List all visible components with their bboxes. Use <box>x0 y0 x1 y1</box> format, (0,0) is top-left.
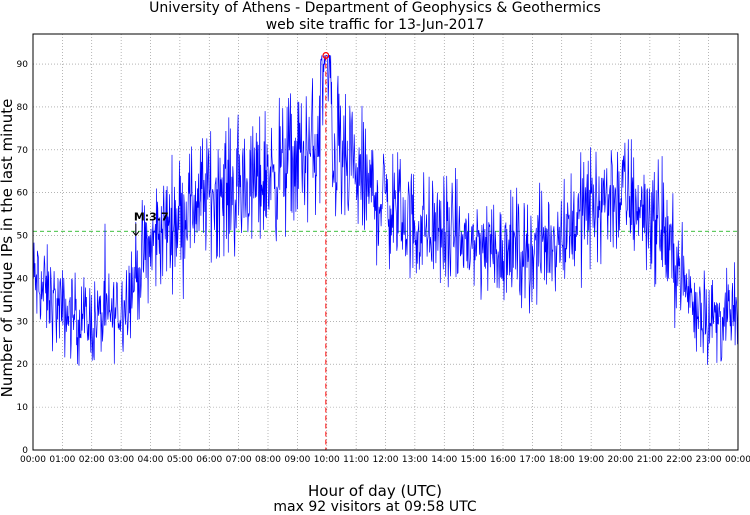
x-tick-label: 12:00 <box>373 455 399 465</box>
y-tick-label: 60 <box>17 189 29 199</box>
y-tick-label: 30 <box>17 317 29 327</box>
x-tick-label: 16:00 <box>490 455 516 465</box>
x-tick-label: 13:00 <box>402 455 428 465</box>
y-tick-label: 10 <box>17 403 29 413</box>
x-tick-label: 07:00 <box>226 455 252 465</box>
x-tick-label: 23:00 <box>696 455 722 465</box>
y-tick-label: 50 <box>17 232 29 242</box>
x-tick-label: 09:00 <box>284 455 310 465</box>
x-tick-label: 17:00 <box>519 455 545 465</box>
x-tick-labels: 00:00 01:00 02:00 03:00 04:00 05:00 06:00 07:00… <box>20 455 750 465</box>
x-tick-label: 10:00 <box>314 455 340 465</box>
x-tick-label: 01:00 <box>49 455 75 465</box>
y-tick-label: 90 <box>17 60 29 70</box>
chart-subtitle: web site traffic for 13-Jun-2017 <box>265 17 485 33</box>
y-tick-label: 20 <box>17 360 29 370</box>
x-tick-label: 00:00 <box>725 455 750 465</box>
max-marker-point <box>322 52 330 59</box>
x-tick-label: 08:00 <box>255 455 281 465</box>
x-tick-label: 03:00 <box>108 455 134 465</box>
x-tick-label: 18:00 <box>549 455 575 465</box>
x-tick-label: 00:00 <box>20 455 46 465</box>
x-axis-label: Hour of day (UTC) <box>308 482 442 500</box>
x-tick-label: 14:00 <box>431 455 457 465</box>
x-tick-label: 21:00 <box>637 455 663 465</box>
chart-caption: max 92 visitors at 09:58 UTC <box>273 499 477 515</box>
traffic-series-line <box>32 55 739 366</box>
x-tick-label: 04:00 <box>138 455 164 465</box>
annotation-label: M:3.7 <box>134 211 169 224</box>
x-tick-label: 11:00 <box>343 455 369 465</box>
chart-title: University of Athens - Department of Geo… <box>149 0 601 16</box>
annotation-layer: M:3.7 <box>132 211 169 237</box>
x-tick-label: 19:00 <box>578 455 604 465</box>
plot-frame <box>32 33 739 451</box>
y-tick-label: 0 <box>22 446 28 456</box>
series-layer <box>32 55 739 366</box>
annotation-arrowhead <box>132 231 140 237</box>
max-marker-layer <box>322 52 330 450</box>
x-tick-label: 20:00 <box>608 455 634 465</box>
y-tick-labels: 0 10 20 30 40 50 60 70 80 90 <box>17 60 29 456</box>
y-axis-label: Number of unique IPs in the last minute <box>0 98 16 398</box>
y-tick-label: 40 <box>17 274 29 284</box>
y-tick-label: 70 <box>17 146 29 156</box>
x-tick-label: 06:00 <box>196 455 222 465</box>
x-tick-label: 05:00 <box>167 455 193 465</box>
x-tick-label: 15:00 <box>461 455 487 465</box>
x-tick-label: 02:00 <box>79 455 105 465</box>
x-tick-label: 22:00 <box>666 455 692 465</box>
y-tick-label: 80 <box>17 103 29 113</box>
grid-lines <box>32 34 739 450</box>
